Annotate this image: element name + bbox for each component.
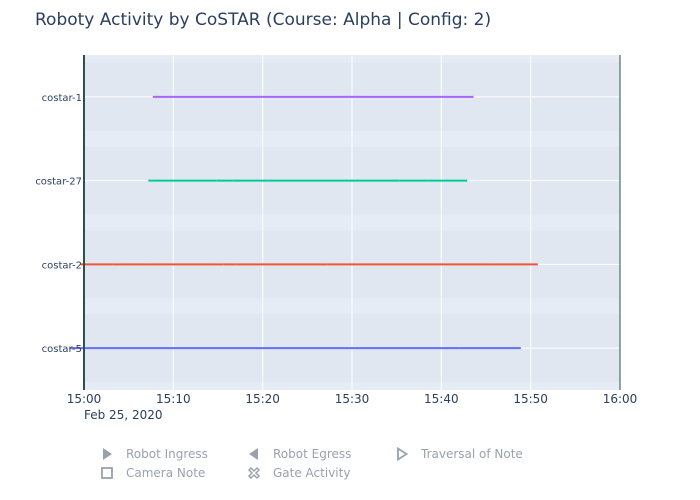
- legend-label: Robot Ingress: [126, 447, 208, 461]
- legend-label: Robot Egress: [273, 447, 352, 461]
- x-tick-label: 15:40: [424, 392, 459, 406]
- x-tick-label: 15:50: [513, 392, 548, 406]
- triangle-left-icon: [249, 448, 258, 460]
- y-tick-label: costar-2: [42, 260, 82, 271]
- x-tick-label: 15:10: [156, 392, 191, 406]
- triangle-right-icon: [103, 448, 112, 460]
- x-date-label: Feb 25, 2020: [84, 408, 163, 422]
- chart-title: Roboty Activity by CoSTAR (Course: Alpha…: [35, 10, 492, 30]
- legend-label: Traversal of Note: [421, 447, 523, 461]
- triangle-right-open-icon: [397, 447, 409, 461]
- legend: Robot Ingress Robot Egress Traversal of …: [100, 444, 620, 490]
- x-tick-label: 15:00: [67, 392, 102, 406]
- legend-item-robot-ingress[interactable]: Robot Ingress: [100, 444, 208, 464]
- legend-item-robot-egress[interactable]: Robot Egress: [247, 444, 351, 464]
- x-tick-label: 15:30: [335, 392, 370, 406]
- x-open-icon: [247, 466, 261, 480]
- y-tick-label: costar-27: [35, 177, 82, 188]
- legend-label: Gate Activity: [273, 466, 351, 480]
- x-tick-label: 15:20: [245, 392, 280, 406]
- legend-item-traversal-of-note[interactable]: Traversal of Note: [395, 444, 523, 464]
- x-tick-label: 16:00: [603, 392, 638, 406]
- y-tick-label: costar-1: [42, 93, 82, 104]
- legend-item-gate-activity[interactable]: Gate Activity: [247, 463, 350, 483]
- y-tick-label: costar-5: [42, 344, 82, 355]
- legend-label: Camera Note: [126, 466, 206, 480]
- square-open-icon: [101, 467, 113, 479]
- legend-item-camera-note[interactable]: Camera Note: [100, 463, 205, 483]
